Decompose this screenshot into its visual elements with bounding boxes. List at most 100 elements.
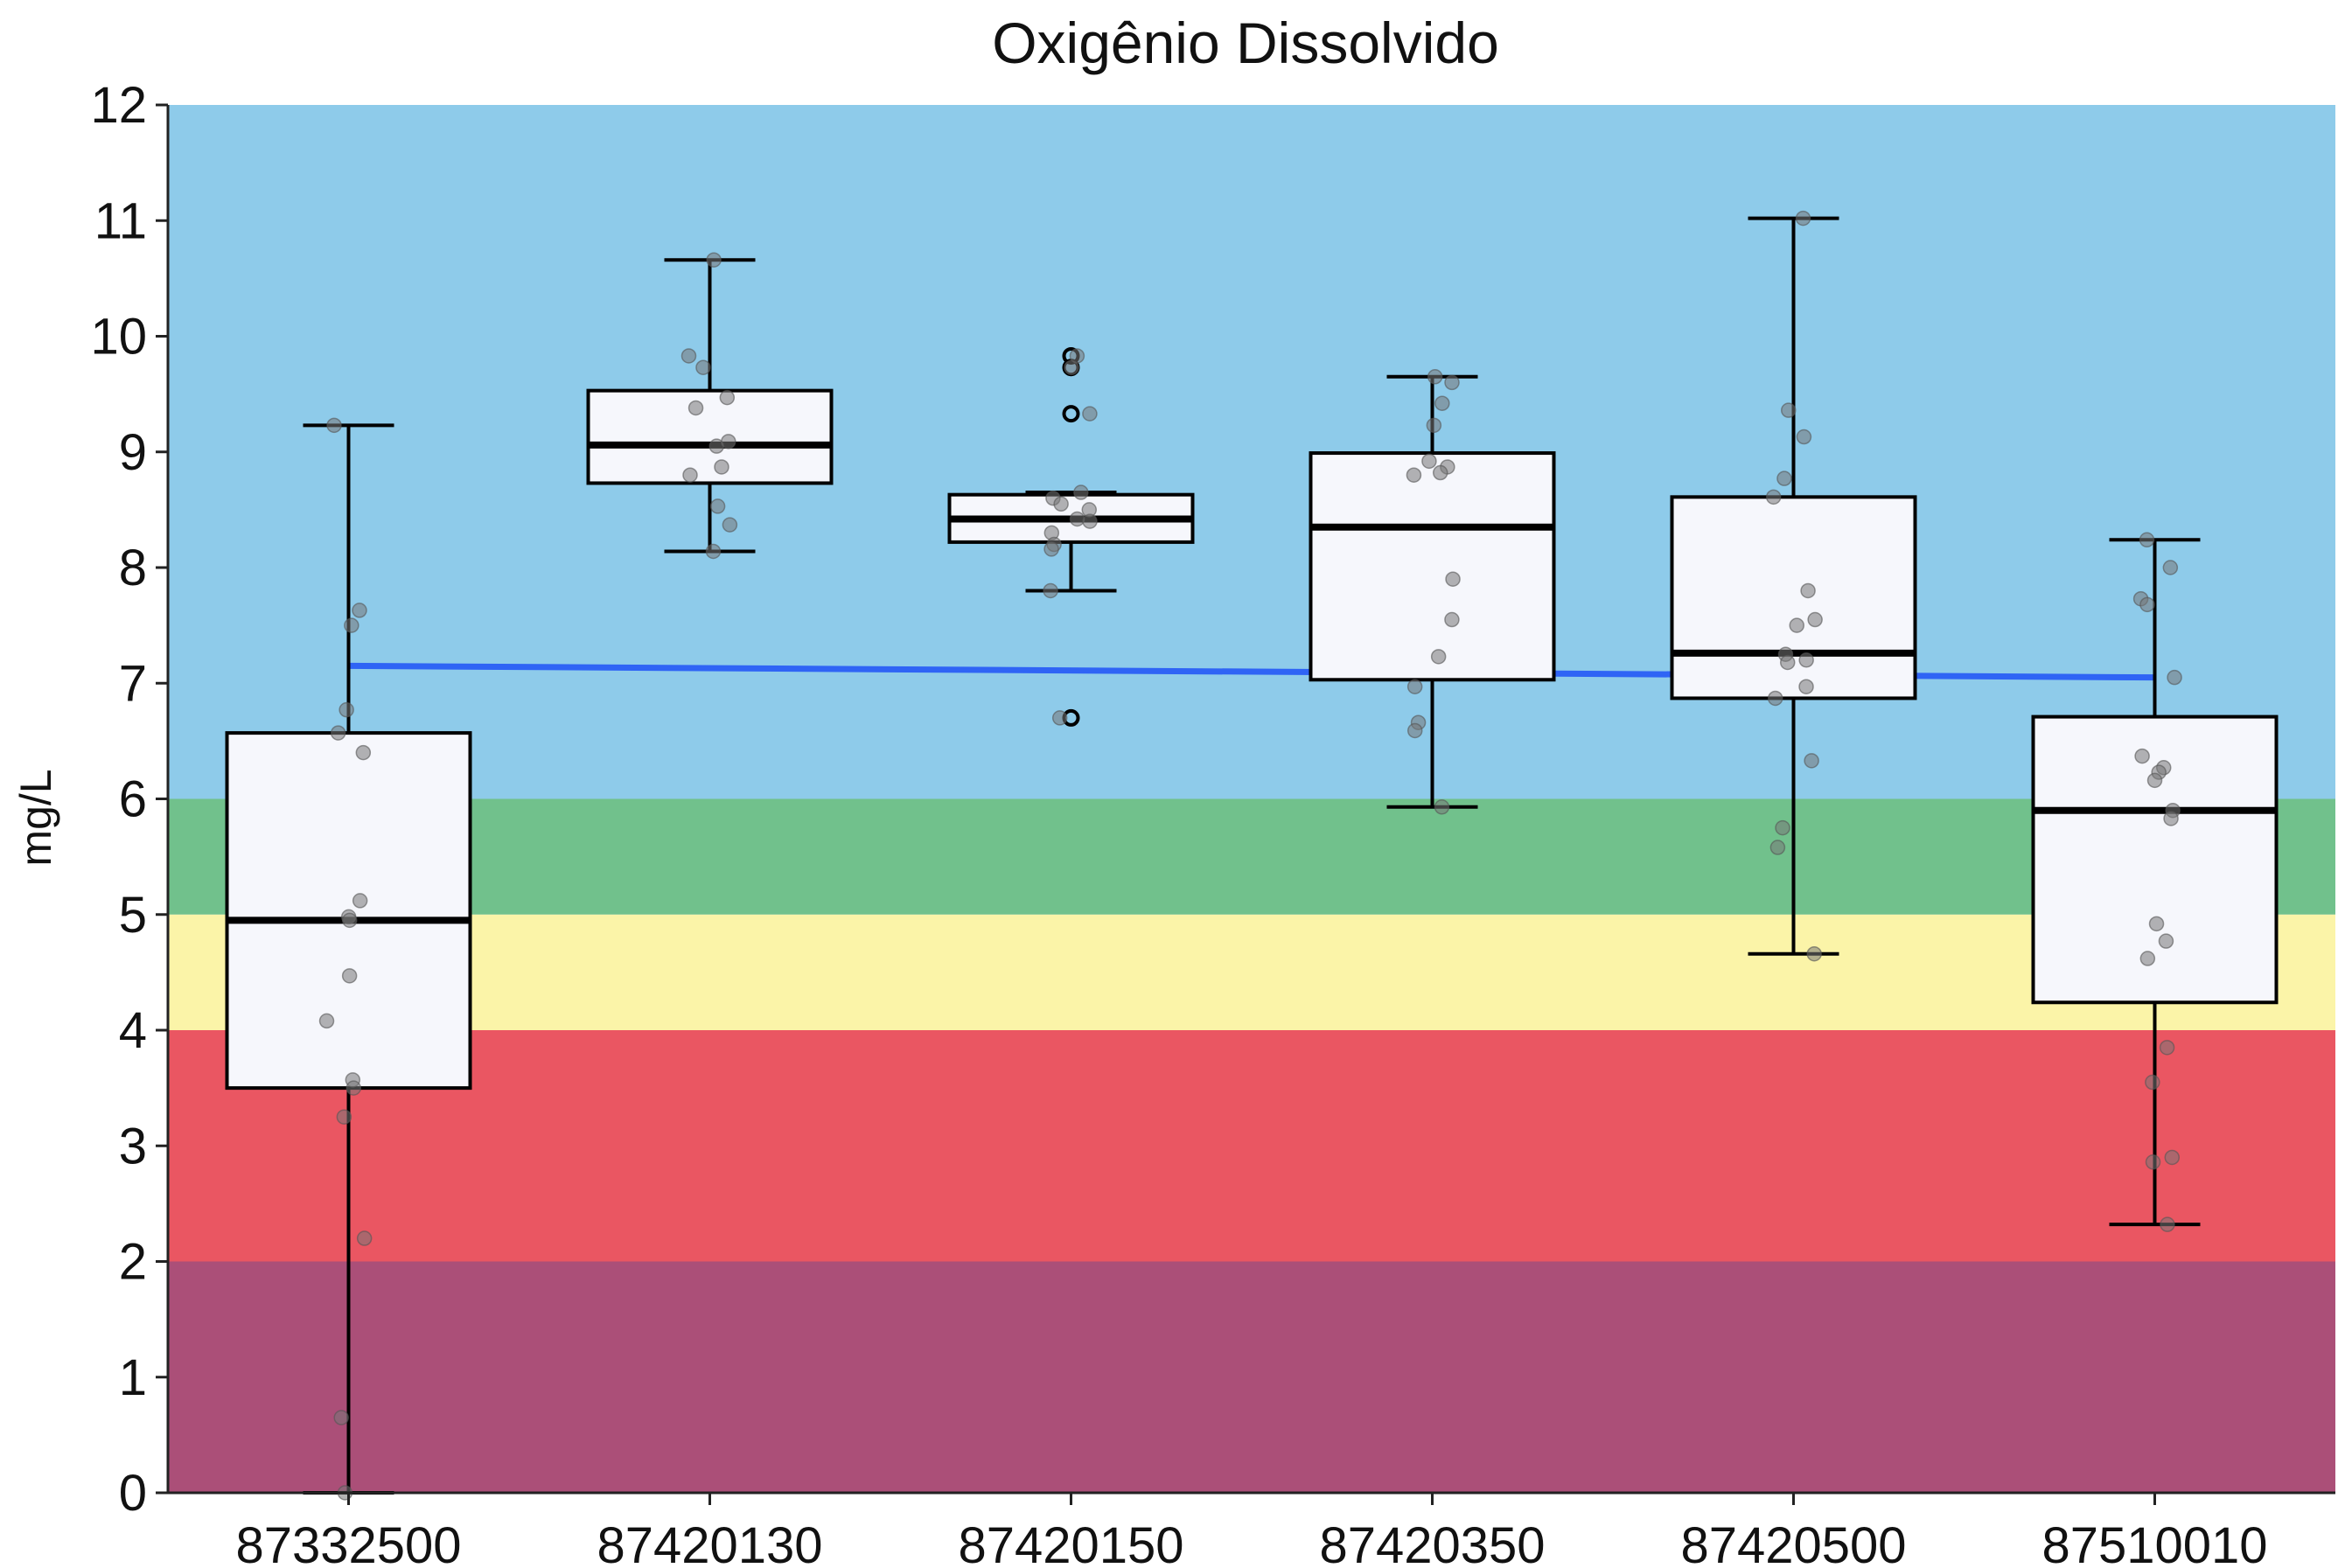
data-point <box>1426 417 1442 434</box>
data-point <box>2139 596 2155 613</box>
x-tick-label: 87510010 <box>2041 1517 2267 1568</box>
data-point <box>2159 1040 2175 1056</box>
y-tick-label: 9 <box>119 424 147 481</box>
data-point <box>1780 402 1797 418</box>
box-87420150 <box>947 346 1195 727</box>
data-point <box>1800 582 1816 599</box>
box-iqr <box>586 388 834 485</box>
data-point <box>1798 652 1814 668</box>
y-tick-label: 5 <box>119 887 147 944</box>
box-iqr <box>1309 451 1556 682</box>
data-point <box>2145 1074 2160 1091</box>
band-2 <box>168 914 2335 1030</box>
box-87332500 <box>225 417 472 1501</box>
box-87420350 <box>1309 369 1556 815</box>
y-tick-label: 1 <box>119 1349 147 1406</box>
data-point <box>1406 679 1423 694</box>
data-point <box>341 968 358 984</box>
data-point <box>1779 654 1796 671</box>
data-point <box>1406 722 1423 739</box>
data-point <box>1807 611 1823 628</box>
y-tick-label: 10 <box>90 309 147 366</box>
box-iqr <box>2031 714 2279 1005</box>
box-87510010 <box>2031 532 2279 1232</box>
data-point <box>326 417 342 434</box>
data-point <box>2139 532 2155 548</box>
data-point <box>1796 429 1812 445</box>
data-point <box>709 498 726 514</box>
data-point <box>705 543 722 560</box>
data-point <box>1434 395 1450 411</box>
quality-bands <box>168 105 2335 1493</box>
box-87420500 <box>1670 210 1917 962</box>
data-point <box>1051 710 1068 726</box>
data-point <box>722 517 738 533</box>
data-point <box>1073 484 1089 500</box>
data-point <box>2167 669 2182 686</box>
data-point <box>352 893 368 909</box>
y-tick-label: 8 <box>119 540 147 596</box>
data-point <box>338 701 354 718</box>
data-point <box>1445 571 1461 587</box>
data-point <box>1795 210 1811 226</box>
data-point <box>1082 406 1098 422</box>
data-point <box>1806 945 1822 962</box>
chart-title: Oxigênio Dissolvido <box>992 10 1499 75</box>
data-point <box>695 359 711 375</box>
data-point <box>336 1109 352 1125</box>
data-point <box>1798 679 1814 694</box>
data-point <box>1430 649 1447 665</box>
x-tick-label: 87332500 <box>235 1517 461 1568</box>
data-point <box>680 348 697 364</box>
data-point <box>2164 1149 2181 1166</box>
y-tick-label: 7 <box>119 655 147 712</box>
data-point <box>2139 951 2156 966</box>
y-tick-label: 11 <box>94 192 147 249</box>
data-point <box>2134 748 2150 764</box>
data-point <box>330 725 346 741</box>
data-point <box>1069 511 1085 527</box>
data-point <box>1444 374 1460 391</box>
y-tick-label: 12 <box>90 77 147 134</box>
y-tick-label: 3 <box>119 1118 147 1174</box>
band-4 <box>168 105 2335 799</box>
data-point <box>1775 819 1790 836</box>
data-point <box>714 459 729 475</box>
data-point <box>1427 369 1443 385</box>
data-point <box>708 438 725 454</box>
data-point <box>1434 799 1450 815</box>
y-tick-label: 4 <box>119 1002 147 1059</box>
data-point <box>1789 617 1805 633</box>
y-tick-label: 2 <box>119 1234 147 1291</box>
data-point <box>333 1410 349 1425</box>
y-axis-label: mg/L <box>11 769 60 866</box>
band-3 <box>168 798 2335 915</box>
data-point <box>1432 464 1448 481</box>
data-point <box>1082 513 1098 529</box>
data-point <box>719 389 736 406</box>
band-1 <box>168 1030 2335 1262</box>
data-point <box>2146 772 2163 789</box>
data-point <box>1064 359 1079 375</box>
data-point <box>2158 933 2174 949</box>
data-point <box>2160 1216 2175 1232</box>
y-tick-label: 6 <box>119 771 147 828</box>
data-point <box>341 912 358 929</box>
data-point <box>352 603 367 618</box>
band-0 <box>168 1261 2335 1493</box>
x-tick-label: 87420130 <box>597 1517 822 1568</box>
data-point <box>1406 467 1422 483</box>
data-point <box>687 400 704 416</box>
y-tick-label: 0 <box>119 1465 147 1522</box>
data-point <box>345 1080 362 1096</box>
data-point <box>1421 453 1437 470</box>
data-point <box>1043 541 1059 557</box>
data-point <box>2162 560 2179 575</box>
boxplots <box>225 210 2279 1501</box>
data-point <box>1769 840 1786 855</box>
data-point <box>1444 611 1460 628</box>
data-point <box>1804 753 1819 769</box>
data-point <box>1053 496 1069 512</box>
data-point <box>2163 811 2179 826</box>
